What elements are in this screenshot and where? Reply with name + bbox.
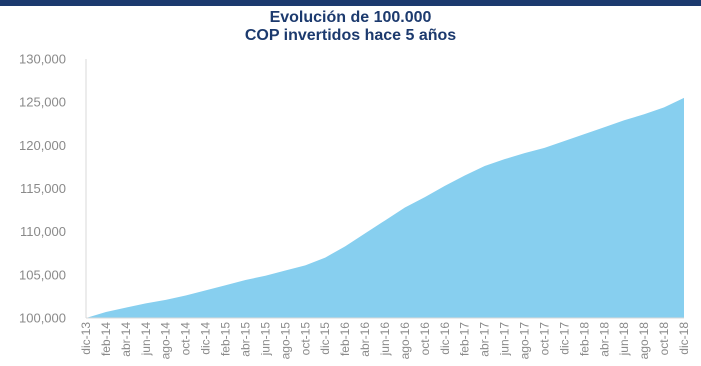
x-tick-label: dic-17 xyxy=(557,322,571,355)
chart-title-line1: Evolución de 100.000 xyxy=(269,9,432,26)
x-tick-label: dic-14 xyxy=(199,322,213,355)
x-tick-label: oct-14 xyxy=(179,322,193,356)
y-tick-label: 125,000 xyxy=(19,95,66,110)
y-tick-label: 115,000 xyxy=(20,181,66,196)
x-tick-label: abr-16 xyxy=(358,322,372,357)
y-tick-label: 110,000 xyxy=(20,224,66,239)
x-tick-label: ago-17 xyxy=(518,322,532,360)
x-tick-label: abr-17 xyxy=(478,322,492,357)
y-tick-label: 100,000 xyxy=(19,311,66,326)
x-tick-label: feb-14 xyxy=(99,322,113,356)
x-tick-label: dic-13 xyxy=(79,322,93,355)
y-tick-label: 120,000 xyxy=(19,138,66,153)
x-tick-label: jun-18 xyxy=(617,322,631,357)
chart-title-line2: COP invertidos hace 5 años xyxy=(244,27,457,44)
x-tick-label: jun-16 xyxy=(378,322,392,357)
x-tick-label: feb-18 xyxy=(577,322,591,356)
x-tick-label: dic-18 xyxy=(677,322,691,355)
x-tick-label: abr-15 xyxy=(238,322,252,357)
area-series xyxy=(86,97,684,318)
x-tick-label: oct-16 xyxy=(418,322,432,356)
x-tick-label: oct-17 xyxy=(537,322,551,356)
x-tick-label: ago-16 xyxy=(398,322,412,360)
x-tick-label: jun-14 xyxy=(139,322,153,357)
x-tick-label: ago-15 xyxy=(278,322,292,360)
x-tick-label: abr-14 xyxy=(119,322,133,357)
chart-title: Evolución de 100.000 COP invertidos hace… xyxy=(0,9,701,45)
x-tick-label: ago-18 xyxy=(637,322,651,360)
x-tick-label: feb-17 xyxy=(458,322,472,356)
x-tick-label: dic-15 xyxy=(318,322,332,355)
x-tick-label: jun-17 xyxy=(498,322,512,357)
x-tick-label: abr-18 xyxy=(597,322,611,357)
x-tick-label: oct-18 xyxy=(657,322,671,356)
y-tick-label: 105,000 xyxy=(19,267,66,282)
x-tick-label: jun-15 xyxy=(258,322,272,357)
x-tick-label: feb-15 xyxy=(219,322,233,356)
x-tick-label: dic-16 xyxy=(438,322,452,355)
x-tick-label: ago-14 xyxy=(159,322,173,360)
header-bar xyxy=(0,0,701,6)
x-tick-label: oct-15 xyxy=(298,322,312,356)
x-tick-label: feb-16 xyxy=(338,322,352,356)
y-tick-label: 130,000 xyxy=(19,52,66,67)
